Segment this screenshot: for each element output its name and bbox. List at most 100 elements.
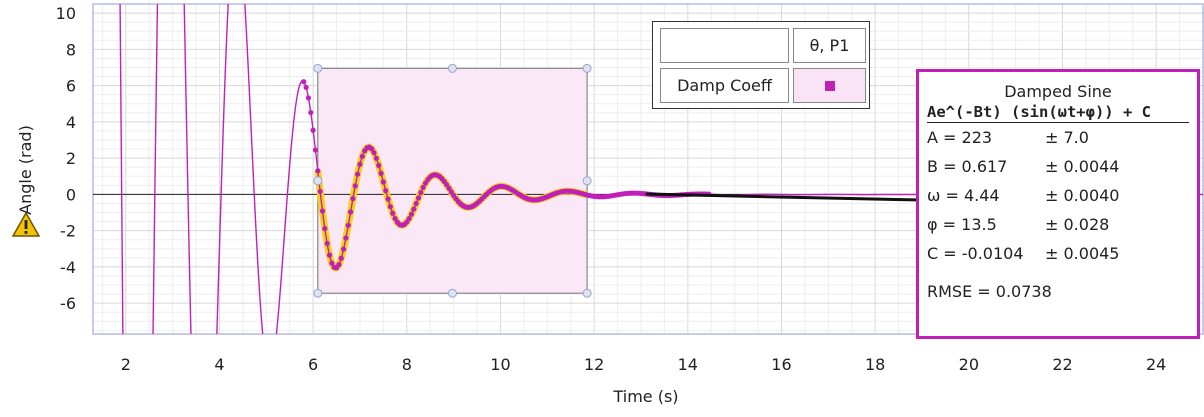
data-point bbox=[310, 127, 316, 133]
data-point bbox=[411, 206, 417, 212]
fit-param-uncertainty: ± 0.0040 bbox=[1045, 186, 1120, 205]
data-point bbox=[301, 79, 307, 85]
x-tick-label: 12 bbox=[584, 355, 604, 374]
data-point bbox=[385, 196, 391, 202]
data-point bbox=[371, 150, 377, 156]
data-point bbox=[312, 147, 319, 153]
y-tick-label: 2 bbox=[66, 149, 76, 168]
selection-handle[interactable] bbox=[313, 176, 323, 186]
fit-param-phi: φ = 13.5 ± 0.028 bbox=[927, 210, 1189, 239]
y-tick-label: -2 bbox=[60, 222, 76, 241]
selection-handle[interactable] bbox=[582, 63, 592, 73]
legend-marker-square bbox=[824, 80, 835, 91]
data-point bbox=[315, 168, 321, 174]
y-tick-label: 0 bbox=[66, 185, 76, 204]
data-point bbox=[345, 222, 351, 228]
legend-series-swatch[interactable] bbox=[793, 68, 866, 103]
data-point bbox=[326, 252, 333, 258]
selection-handle[interactable] bbox=[313, 288, 323, 298]
data-point bbox=[369, 146, 375, 152]
data-point bbox=[378, 170, 384, 176]
fit-rmse: RMSE = 0.0738 bbox=[927, 282, 1052, 301]
x-tick-label: 2 bbox=[121, 355, 131, 374]
data-point bbox=[350, 196, 356, 202]
data-table-legend[interactable]: θ, P1 Damp Coeff bbox=[652, 21, 870, 109]
data-point bbox=[324, 240, 330, 247]
data-point bbox=[420, 184, 426, 191]
data-point bbox=[413, 200, 419, 207]
y-tick-label: -6 bbox=[60, 294, 76, 313]
data-point bbox=[336, 262, 342, 268]
fit-param-value: B = 0.617 bbox=[927, 157, 1008, 176]
fit-equation: Ae^(-Bt) (sin(ωt+φ)) + C bbox=[927, 103, 1189, 123]
legend-column-header[interactable]: θ, P1 bbox=[793, 28, 866, 63]
fit-param-omega: ω = 4.44 ± 0.0040 bbox=[927, 181, 1189, 210]
x-tick-label: 22 bbox=[1052, 355, 1072, 374]
data-point bbox=[406, 216, 412, 222]
selection-handle[interactable] bbox=[582, 176, 592, 186]
x-tick-label: 18 bbox=[865, 355, 885, 374]
x-tick-label: 10 bbox=[490, 355, 510, 374]
data-point bbox=[319, 208, 326, 214]
selection-handle[interactable] bbox=[313, 63, 323, 73]
selection-handle[interactable] bbox=[447, 288, 457, 298]
x-tick-label: 6 bbox=[308, 355, 318, 374]
legend-row-label[interactable]: Damp Coeff bbox=[660, 68, 789, 103]
tangent-line bbox=[645, 192, 927, 202]
data-point bbox=[380, 179, 386, 185]
data-point bbox=[343, 235, 349, 241]
fit-param-value: φ = 13.5 bbox=[927, 215, 997, 234]
x-tick-label: 24 bbox=[1146, 355, 1166, 374]
data-point bbox=[383, 188, 389, 194]
data-point bbox=[340, 246, 347, 252]
x-tick-label: 4 bbox=[214, 355, 224, 374]
data-point bbox=[303, 84, 309, 90]
selection-region[interactable] bbox=[317, 67, 588, 294]
fit-param-uncertainty: ± 0.0044 bbox=[1045, 157, 1120, 176]
data-point bbox=[308, 109, 314, 116]
fit-param-value: A = 223 bbox=[927, 128, 993, 147]
data-point bbox=[322, 226, 328, 232]
y-tick-label: 10 bbox=[56, 4, 76, 23]
fit-model-title: Damped Sine bbox=[1004, 82, 1112, 101]
y-tick-label: -4 bbox=[60, 258, 76, 277]
y-tick-label: 4 bbox=[66, 113, 76, 132]
data-point bbox=[305, 95, 312, 101]
data-point bbox=[347, 209, 354, 215]
plot-frame bbox=[92, 3, 1204, 335]
selection-handle[interactable] bbox=[582, 288, 592, 298]
data-point bbox=[317, 188, 323, 195]
y-axis-label: Angle (rad) bbox=[16, 125, 35, 215]
data-point bbox=[329, 260, 335, 266]
y-tick-label: 6 bbox=[66, 77, 76, 96]
legend-empty-cell bbox=[660, 28, 789, 63]
x-tick-label: 20 bbox=[959, 355, 979, 374]
x-tick-label: 16 bbox=[771, 355, 791, 374]
data-point bbox=[387, 204, 394, 210]
x-axis-label: Time (s) bbox=[612, 387, 678, 406]
data-point bbox=[338, 255, 344, 261]
fit-param-uncertainty: ± 7.0 bbox=[1045, 128, 1089, 147]
data-point bbox=[418, 189, 424, 196]
fit-param-b: B = 0.617 ± 0.0044 bbox=[927, 152, 1189, 181]
data-point bbox=[408, 211, 415, 217]
data-point bbox=[415, 195, 422, 201]
warning-triangle-icon[interactable] bbox=[12, 212, 40, 238]
fit-param-value: ω = 4.44 bbox=[927, 186, 1000, 205]
data-point bbox=[357, 161, 363, 167]
curve-fit-panel[interactable]: Damped Sine Ae^(-Bt) (sin(ωt+φ)) + C A =… bbox=[916, 69, 1200, 339]
data-point bbox=[390, 210, 396, 216]
fit-param-uncertainty: ± 0.0045 bbox=[1045, 244, 1120, 263]
data-point bbox=[376, 162, 382, 168]
x-tick-label: 14 bbox=[678, 355, 698, 374]
fit-param-a: A = 223 ± 7.0 bbox=[927, 123, 1189, 152]
data-point bbox=[392, 215, 398, 222]
fit-param-uncertainty: ± 0.028 bbox=[1045, 215, 1110, 234]
x-tick-label: 8 bbox=[402, 355, 412, 374]
fit-param-value: C = -0.0104 bbox=[927, 244, 1024, 263]
data-point bbox=[359, 153, 365, 160]
data-point bbox=[352, 183, 358, 189]
selection-handle[interactable] bbox=[447, 63, 457, 73]
data-point bbox=[355, 171, 361, 177]
